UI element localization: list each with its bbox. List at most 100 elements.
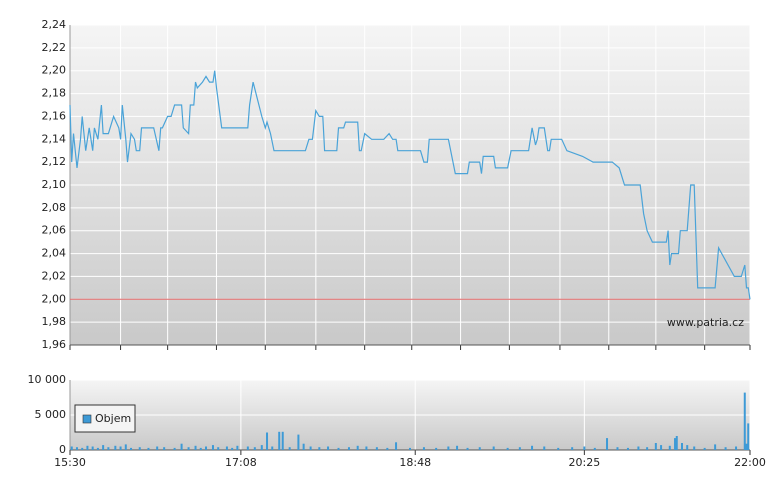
volume-bar — [194, 445, 197, 450]
x-tick-label: 20:25 — [569, 456, 601, 469]
volume-bar — [668, 445, 671, 450]
volume-bar — [626, 447, 629, 450]
volume-bar — [288, 447, 291, 450]
volume-bar — [81, 447, 84, 450]
volume-bar — [70, 446, 73, 450]
volume-bar — [297, 434, 300, 450]
volume-bar — [309, 446, 312, 450]
volume-bar — [138, 447, 141, 450]
watermark: www.patria.cz — [667, 316, 744, 329]
volume-bar — [365, 446, 368, 450]
volume-bar — [743, 392, 746, 450]
legend-swatch — [82, 414, 92, 424]
volume-bar — [747, 423, 750, 450]
volume-bar — [225, 446, 228, 450]
volume-bar — [260, 445, 263, 450]
volume-bar — [583, 446, 586, 450]
volume-bar — [231, 447, 234, 450]
legend-label: Objem — [95, 412, 131, 425]
volume-bar — [253, 447, 256, 450]
volume-bar — [375, 447, 378, 450]
volume-bar — [637, 446, 640, 450]
volume-bar — [119, 446, 122, 450]
volume-bar — [246, 446, 249, 450]
volume-bar — [386, 447, 389, 450]
volume-bar — [395, 442, 398, 450]
volume-bar — [492, 446, 495, 450]
volume-bar — [745, 443, 748, 450]
volume-bar — [543, 446, 546, 450]
y-tick-label: 2,10 — [42, 178, 67, 191]
x-tick-label: 17:08 — [225, 456, 257, 469]
volume-bar — [163, 447, 166, 450]
volume-bar — [478, 447, 481, 450]
y-tick-label: 10 000 — [28, 373, 67, 386]
volume-bar — [646, 447, 649, 450]
volume-bar — [654, 443, 657, 450]
volume-bar — [409, 447, 411, 450]
volume-bar — [124, 444, 127, 450]
y-tick-label: 2,02 — [42, 269, 67, 282]
y-tick-label: 2,18 — [42, 87, 67, 100]
volume-bar — [96, 447, 99, 450]
volume-bar — [147, 447, 150, 450]
volume-bar — [327, 446, 330, 450]
y-tick-label: 2,14 — [42, 132, 67, 145]
volume-bar — [531, 445, 534, 450]
y-tick-label: 2,16 — [42, 109, 67, 122]
y-tick-label: 1,96 — [42, 338, 67, 351]
volume-bar — [180, 443, 183, 450]
volume-bar — [91, 446, 94, 450]
volume-bar — [102, 445, 105, 450]
volume-bar — [217, 447, 220, 450]
volume-bar — [173, 447, 176, 450]
volume-bar — [156, 446, 159, 450]
volume-bar — [86, 445, 89, 450]
volume-bar — [356, 445, 359, 450]
x-tick-label: 22:00 — [734, 456, 766, 469]
x-tick-label: 15:30 — [54, 456, 86, 469]
volume-bar — [616, 447, 619, 450]
volume-bar — [686, 445, 689, 450]
volume-bar — [114, 445, 117, 450]
y-tick-label: 2,00 — [42, 292, 67, 305]
volume-bar — [435, 447, 438, 450]
y-tick-label: 0 — [59, 443, 66, 456]
y-tick-label: 2,22 — [42, 41, 67, 54]
volume-bar — [703, 447, 706, 450]
volume-bar — [693, 446, 696, 450]
volume-bar — [318, 447, 321, 450]
volume-bar — [187, 447, 190, 450]
y-tick-label: 2,06 — [42, 224, 67, 237]
volume-bar — [130, 447, 133, 450]
volume-bar — [199, 447, 202, 450]
volume-bar — [302, 443, 305, 450]
price-line — [69, 70, 751, 300]
volume-bar — [271, 446, 274, 450]
volume-bar — [205, 446, 207, 450]
volume-bar — [456, 445, 459, 450]
volume-bar — [660, 445, 663, 450]
volume-bar — [681, 443, 683, 450]
volume-bar — [506, 447, 509, 450]
y-tick-label: 1,98 — [42, 315, 67, 328]
y-tick-label: 2,24 — [42, 18, 67, 31]
volume-bar — [211, 445, 214, 450]
y-tick-label: 2,08 — [42, 201, 67, 214]
legend: Objem — [74, 404, 136, 433]
volume-bar — [735, 446, 738, 450]
volume-bar — [571, 447, 574, 450]
volume-bar — [466, 447, 469, 450]
volume-bar — [236, 445, 239, 450]
volume-bar — [557, 447, 560, 450]
y-tick-label: 2,12 — [42, 155, 67, 168]
volume-bar — [675, 436, 678, 450]
volume-bar — [674, 438, 677, 450]
y-tick-label: 5 000 — [35, 408, 67, 421]
volume-bar — [447, 446, 450, 450]
volume-bar — [518, 447, 521, 450]
volume-bar — [281, 431, 284, 450]
volume-bar — [606, 438, 609, 450]
volume-bar — [266, 432, 269, 450]
